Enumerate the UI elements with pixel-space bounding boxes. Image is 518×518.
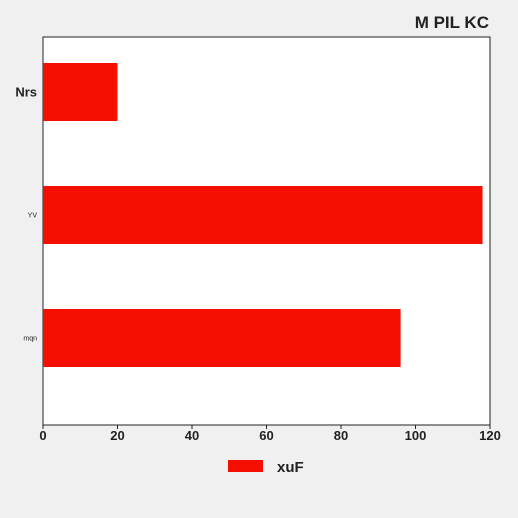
bar-mqn — [43, 309, 401, 367]
bar-group — [43, 63, 483, 367]
chart-title: M PIL KC — [415, 13, 489, 32]
x-tick-label: 80 — [334, 428, 348, 443]
category-labels: Nrs YV mqn — [15, 85, 37, 343]
bar-YV — [43, 186, 483, 244]
x-tick-label: 120 — [479, 428, 501, 443]
category-label: Nrs — [15, 85, 37, 100]
x-axis-ticks: 0 20 40 60 80 100 120 — [39, 425, 501, 443]
x-tick-label: 20 — [110, 428, 124, 443]
category-label: YV — [28, 212, 38, 219]
x-tick-label: 0 — [39, 428, 46, 443]
legend-label: xuF — [277, 459, 304, 476]
x-tick-label: 40 — [185, 428, 199, 443]
legend-swatch — [228, 460, 263, 472]
legend: xuF — [228, 459, 304, 476]
bar-Nrs — [43, 63, 118, 121]
category-label: mqn — [23, 335, 37, 342]
x-tick-label: 60 — [259, 428, 273, 443]
x-tick-label: 100 — [405, 428, 427, 443]
